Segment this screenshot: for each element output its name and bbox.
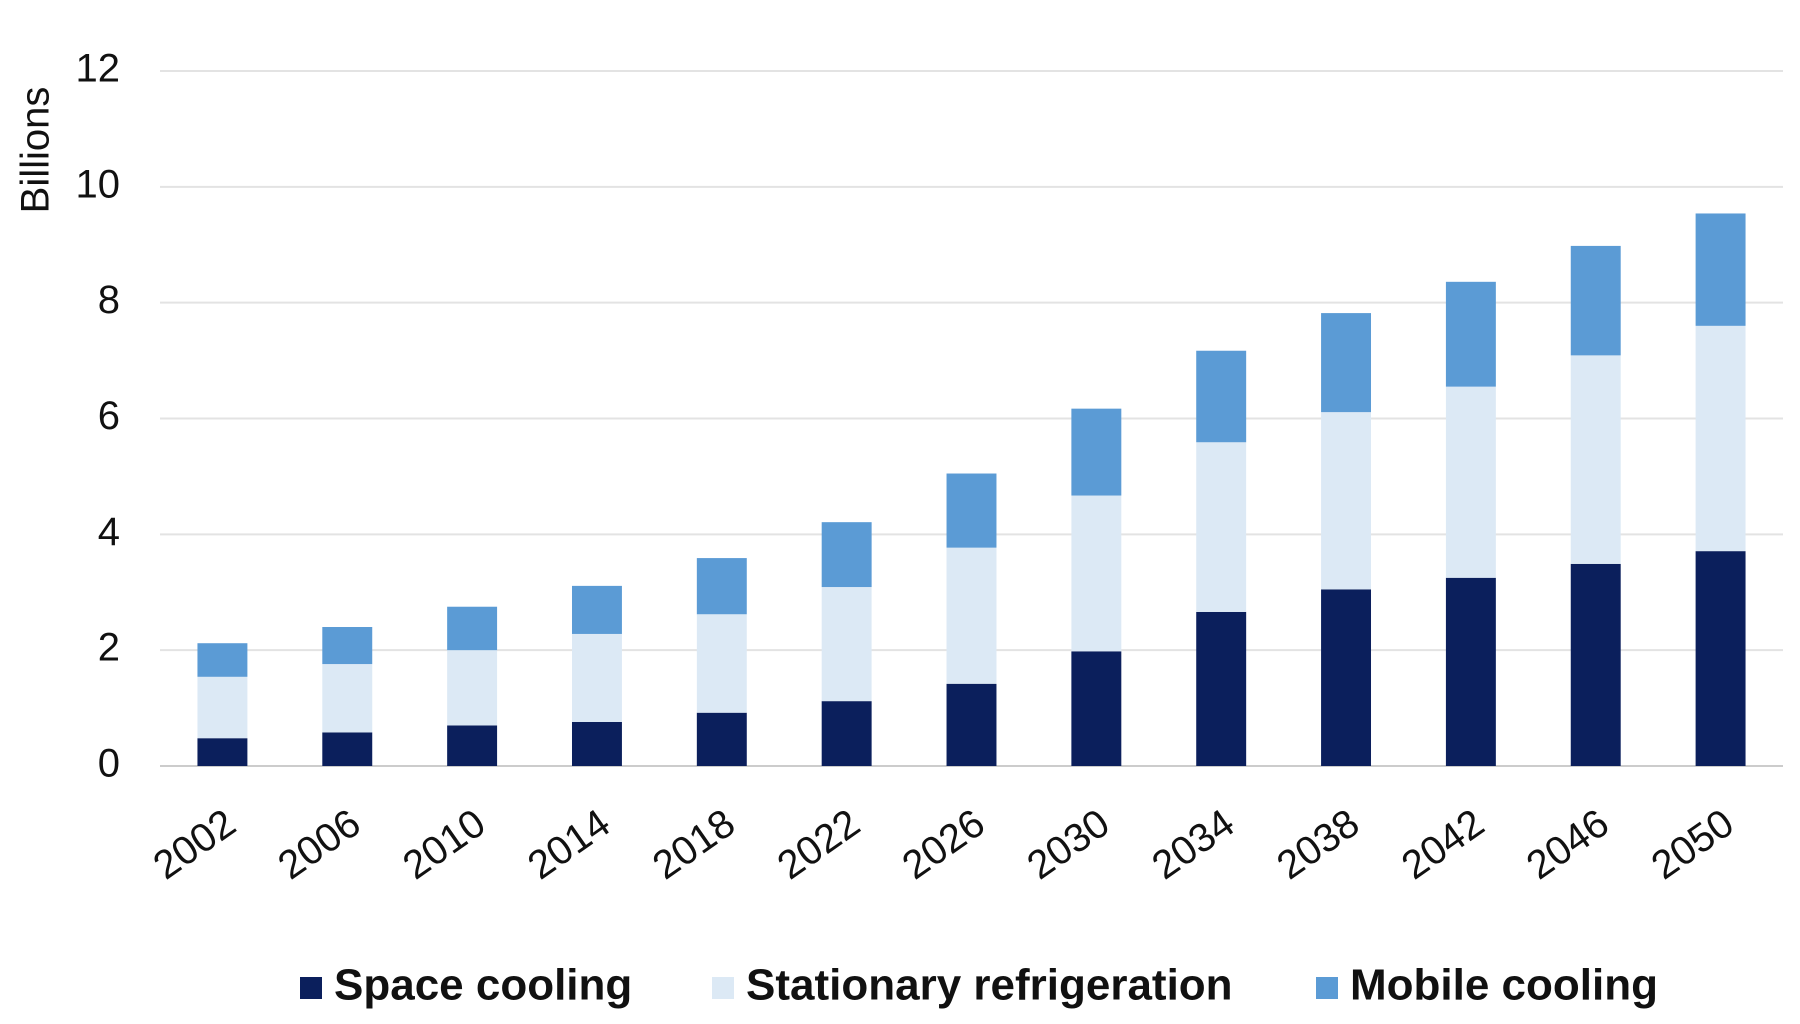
bar-segment: [1196, 611, 1247, 766]
bar-segment: [1695, 551, 1746, 766]
legend-label: Stationary refrigeration: [746, 961, 1233, 1010]
bar-segment: [1321, 589, 1372, 766]
y-tick-label: 10: [76, 162, 121, 206]
bar-segment: [1196, 350, 1247, 443]
bar-segment: [946, 547, 997, 684]
y-tick-label: 12: [76, 47, 121, 91]
x-tick-label: 2030: [1019, 801, 1117, 888]
legend-label: Space cooling: [334, 961, 632, 1010]
bar-segment: [696, 558, 747, 615]
legend-swatch: [300, 977, 322, 999]
y-axis-title: Billions: [14, 87, 58, 214]
bar-segment: [1196, 442, 1247, 612]
y-tick-label: 0: [98, 742, 120, 786]
x-tick-label: 2006: [270, 801, 368, 888]
bar-segment: [1071, 651, 1122, 766]
bar-segment: [1695, 213, 1746, 326]
x-tick-label: 2038: [1269, 801, 1367, 888]
x-tick-label: 2014: [520, 801, 618, 888]
bar-segment: [571, 721, 622, 766]
bar-segment: [571, 585, 622, 634]
y-tick-label: 8: [98, 278, 120, 322]
bar-segment: [322, 732, 373, 766]
x-tick-label: 2010: [395, 801, 493, 888]
bar-segment: [821, 701, 872, 766]
bar-segment: [322, 664, 373, 733]
bar-segment: [1445, 386, 1496, 578]
x-tick-label: 2026: [895, 801, 993, 888]
x-tick-label: 2018: [645, 801, 743, 888]
x-tick-label: 2002: [146, 801, 244, 888]
bar-segment: [1570, 355, 1621, 564]
bar-segment: [1071, 495, 1122, 652]
bar-segment: [197, 676, 248, 739]
y-tick-label: 2: [98, 626, 120, 670]
bar-segment: [571, 633, 622, 722]
bar-segment: [696, 614, 747, 713]
bar-segment: [946, 683, 997, 766]
bar-segment: [447, 725, 498, 766]
bar-segment: [197, 643, 248, 677]
bar-segment: [1445, 577, 1496, 766]
x-tick-label: 2034: [1144, 801, 1242, 888]
legend-swatch: [1316, 977, 1338, 999]
bar-segment: [447, 606, 498, 651]
bar-segment: [821, 587, 872, 702]
bar-segment: [322, 627, 373, 665]
bar-segment: [197, 738, 248, 766]
x-tick-label: 2042: [1394, 801, 1492, 888]
bar-segment: [1570, 563, 1621, 766]
x-tick-label: 2050: [1644, 801, 1742, 888]
legend-label: Mobile cooling: [1350, 961, 1658, 1010]
bar-segment: [1321, 412, 1372, 590]
bar-segment: [1445, 281, 1496, 387]
bar-segment: [696, 712, 747, 766]
y-tick-label: 4: [98, 510, 120, 554]
x-tick-label: 2046: [1519, 801, 1617, 888]
legend-swatch: [712, 977, 734, 999]
bar-segment: [1321, 313, 1372, 413]
bar-segment: [447, 650, 498, 726]
y-tick-label: 6: [98, 394, 120, 438]
bar-segment: [946, 473, 997, 548]
bar-segment: [1071, 408, 1122, 496]
bar-segment: [1695, 325, 1746, 552]
bar-segment: [821, 522, 872, 588]
x-tick-label: 2022: [770, 801, 868, 888]
bar-segment: [1570, 245, 1621, 356]
